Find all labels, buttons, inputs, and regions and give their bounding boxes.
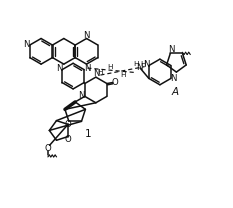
Text: N: N	[143, 60, 149, 69]
Text: N: N	[23, 40, 30, 49]
Text: H: H	[141, 61, 146, 67]
Text: H: H	[120, 72, 125, 78]
Text: N: N	[84, 64, 90, 73]
Text: N: N	[56, 64, 63, 73]
Text: A: A	[172, 87, 179, 97]
Text: N: N	[93, 69, 99, 78]
Text: N: N	[168, 45, 175, 54]
Text: N: N	[78, 92, 85, 100]
Text: O: O	[64, 135, 71, 144]
Text: H: H	[107, 64, 112, 70]
Text: O: O	[65, 120, 72, 129]
Text: O: O	[112, 78, 119, 87]
Text: H: H	[133, 61, 138, 67]
Text: O: O	[45, 144, 51, 153]
Text: N: N	[83, 31, 90, 40]
Text: H: H	[98, 69, 103, 74]
Text: N: N	[136, 63, 143, 72]
Text: N: N	[171, 74, 177, 83]
Text: 1: 1	[85, 129, 92, 139]
